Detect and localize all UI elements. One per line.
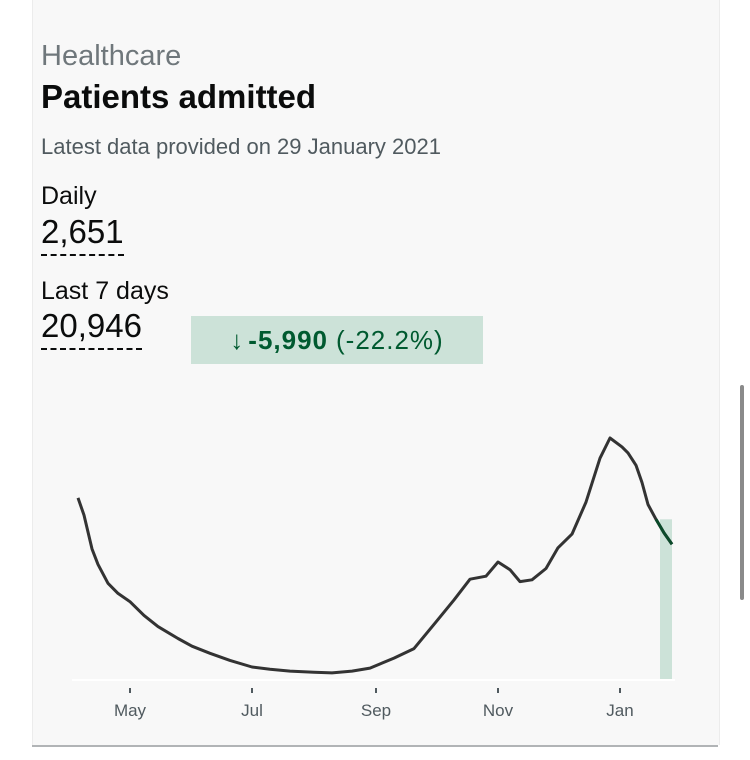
card-caption: Healthcare: [41, 40, 182, 72]
x-tick-label: Nov: [483, 701, 514, 720]
daily-value[interactable]: 2,651: [41, 214, 124, 256]
scrollbar[interactable]: [740, 385, 744, 600]
last-7-days-highlight: [660, 519, 672, 680]
change-badge: ↓ -5,990 (-22.2%): [191, 316, 483, 364]
admissions-chart: May Jul Sep Nov Jan: [72, 436, 675, 720]
x-tick-label: Jan: [606, 701, 633, 720]
x-tick-label: May: [114, 701, 147, 720]
arrow-down-icon: ↓: [230, 324, 245, 355]
card-divider: [32, 745, 718, 747]
x-tick-label: Sep: [361, 701, 391, 720]
daily-label: Daily: [41, 182, 97, 210]
change-value: -5,990: [248, 324, 329, 355]
last-7-days-line: [654, 518, 674, 546]
last-updated-text: Latest data provided on 29 January 2021: [41, 134, 441, 159]
card-title: Patients admitted: [41, 78, 317, 115]
x-tick-label: Jul: [241, 701, 263, 720]
admissions-line: [76, 436, 674, 675]
metric-card: [32, 0, 720, 745]
change-percent: (-22.2%): [336, 324, 444, 355]
last-7-days-label: Last 7 days: [41, 277, 169, 305]
last-7-days-value[interactable]: 20,946: [41, 308, 142, 350]
